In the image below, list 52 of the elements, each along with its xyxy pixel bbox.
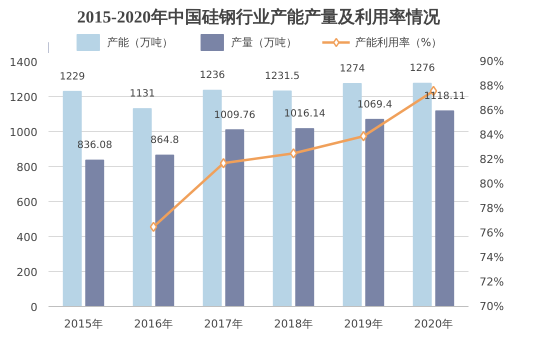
legend-label: 产能利用率（%） <box>354 34 442 50</box>
data-label: 1276 <box>410 63 436 74</box>
data-label: 1274 <box>340 64 366 75</box>
y-tick-label: 1200 <box>10 91 38 104</box>
data-label: 1118.11 <box>424 90 466 102</box>
y-tick-label: 400 <box>16 231 38 244</box>
data-label: 1016.14 <box>284 108 326 120</box>
x-tick-label: 2016年 <box>134 318 174 330</box>
y2-tick-label: 88% <box>480 80 504 92</box>
bar <box>132 108 152 306</box>
y2-tick-label: 76% <box>480 226 504 240</box>
data-label: 864.8 <box>150 135 180 146</box>
data-label: 1131 <box>130 88 156 100</box>
x-tick-label: 2017年 <box>204 318 244 330</box>
x-tick-label: 2015年 <box>64 318 104 330</box>
bar <box>85 160 104 306</box>
legend-label: 产量（万吨） <box>230 34 297 50</box>
y2-tick-label: 70% <box>480 300 504 313</box>
point <box>220 158 228 168</box>
y2-tick-label: 84% <box>480 128 504 142</box>
y-tick-label: 1000 <box>10 126 38 139</box>
point <box>150 222 158 232</box>
data-label: 1069.4 <box>357 99 392 110</box>
y-tick-label: 200 <box>16 266 38 279</box>
data-label: 1229 <box>60 71 86 82</box>
data-label: 836.08 <box>77 140 112 152</box>
y2-tick-label: 82% <box>480 153 504 166</box>
data-label: 1231.5 <box>264 70 300 82</box>
y2-tick-label: 74% <box>480 251 504 264</box>
y2-tick-label: 78% <box>480 202 504 215</box>
bar <box>225 129 244 306</box>
y2-tick-label: 86% <box>480 104 504 117</box>
y2-tick-label: 80% <box>480 178 504 190</box>
point <box>360 130 368 142</box>
point <box>290 148 298 159</box>
y2-tick-label: 72% <box>480 276 504 288</box>
y-tick-label: 0 <box>30 301 38 314</box>
y2-tick-label: 90% <box>480 55 504 68</box>
y-tick-label: 600 <box>16 196 38 209</box>
bar <box>435 110 454 306</box>
bar <box>365 118 384 306</box>
bar <box>295 128 314 306</box>
data-label: 1009.76 <box>214 110 256 121</box>
chart-title: 2015-2020年中国硅钢行业产能产量及利用率情况 <box>77 8 441 26</box>
y-tick-label: 1400 <box>10 56 38 69</box>
legend-label: 产能（万吨） <box>106 34 173 50</box>
x-tick-label: 2019年 <box>344 318 384 330</box>
data-label: 1236 <box>200 70 226 82</box>
x-tick-label: 2018年 <box>274 318 314 330</box>
x-tick-label: 2020年 <box>414 318 454 330</box>
bar <box>155 154 174 306</box>
y-tick-label: 800 <box>16 161 38 174</box>
